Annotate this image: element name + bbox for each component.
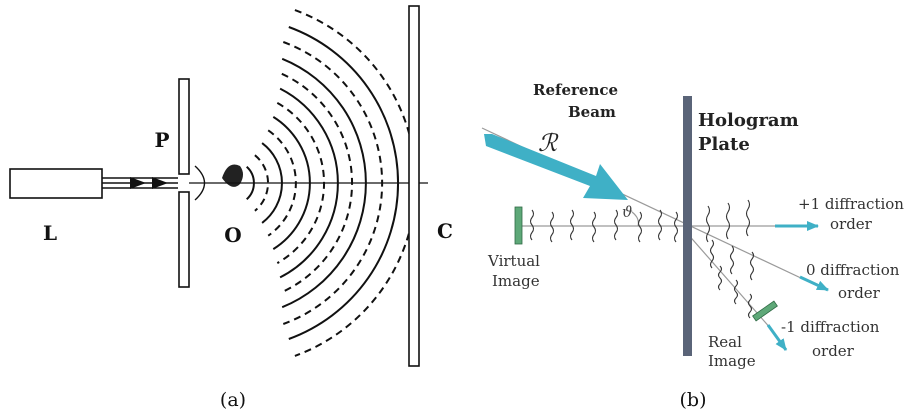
zero-order-wave-squiggle (709, 239, 715, 269)
wavefront-arc (279, 87, 339, 279)
pinhole-plate-lower (178, 191, 190, 288)
wavefront-arc (281, 57, 367, 309)
incident-wave-squiggle (591, 211, 597, 243)
zero-order-wave-squiggle (729, 245, 735, 275)
hologram-plate-label-2: Plate (698, 134, 750, 155)
minus1-wave-squiggle (717, 265, 723, 291)
incident-wave-squiggle (613, 209, 619, 241)
label-c: C (437, 219, 453, 243)
plus1-wave-squiggle (705, 205, 711, 243)
virtual-image-label-2: Image (492, 272, 540, 290)
real-image-label-2: Image (708, 352, 756, 370)
laser-source (9, 168, 103, 199)
minus1-order-label-2: order (812, 342, 855, 360)
zero-order-wave-squiggle (749, 251, 755, 281)
hologram-plate-label-1: Hologram (698, 110, 799, 131)
incident-wave-squiggle (657, 209, 663, 241)
wavefront-arc (267, 129, 297, 237)
minus1-wave-squiggle (733, 279, 739, 305)
hologram-plate (683, 96, 692, 356)
zero-order-label-1: 0 diffraction (806, 261, 900, 279)
pinhole-plate-upper (178, 78, 190, 175)
panel-a: L P O C (a) (9, 5, 453, 411)
wavefront-arc (261, 142, 283, 224)
zero-order-label-2: order (838, 284, 881, 302)
minus1-arrow (766, 324, 788, 351)
laser-beam (102, 177, 178, 189)
symbol-r: ℛ (538, 129, 559, 157)
minus1-order-label-1: -1 diffraction (781, 318, 880, 336)
wavefront-arc (245, 165, 255, 201)
caption-a: (a) (220, 389, 246, 411)
plus1-order-label-1: +1 diffraction (798, 195, 904, 213)
wavefront-arc (288, 26, 400, 340)
zero-order-arrow (799, 275, 829, 292)
reference-beam-label-2: Beam (568, 103, 616, 121)
label-p: P (154, 128, 169, 152)
plus1-wave-squiggle (725, 202, 731, 240)
plus1-wave-squiggle (745, 199, 751, 237)
wavefront-arc (281, 72, 353, 294)
wavefront-arc (282, 41, 384, 325)
incident-wave-squiggle (569, 209, 575, 241)
incident-wave-squiggle (529, 209, 535, 241)
caption-b: (b) (680, 389, 707, 411)
wavefront-arc (276, 102, 325, 264)
virtual-image-marker (514, 206, 523, 245)
virtual-image-label-1: Virtual (487, 252, 540, 270)
panel-b: Reference Beam ℛ ϑ Hologram Plate Virtua… (481, 81, 904, 411)
minus1-wave-squiggle (747, 293, 753, 319)
label-o: O (224, 223, 241, 247)
angle-arc (631, 211, 639, 227)
incident-wave-squiggle (637, 211, 643, 243)
object-o (222, 164, 243, 187)
symbol-theta: ϑ (622, 203, 633, 221)
reference-beam-label-1: Reference (533, 81, 618, 99)
label-l: L (43, 221, 57, 245)
real-image-label-1: Real (708, 333, 742, 351)
wavefronts (245, 9, 417, 357)
plus1-order-label-2: order (830, 215, 873, 233)
real-image-marker (752, 300, 778, 322)
incident-wave-squiggle (549, 211, 555, 243)
wave-squiggles (529, 199, 755, 319)
hologram-screen-c (408, 5, 420, 367)
reference-beam-arrow (484, 134, 628, 200)
wavefront-arc (272, 116, 311, 250)
incident-wave-squiggle (673, 211, 679, 243)
